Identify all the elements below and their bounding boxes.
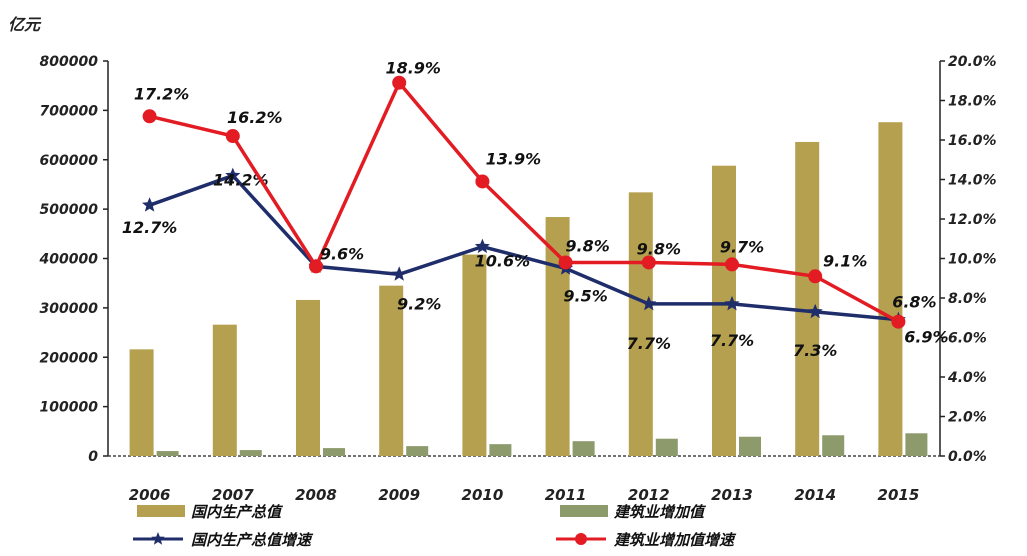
x-tick-label: 2015	[878, 486, 920, 504]
point-construction-growth	[142, 109, 157, 124]
point-construction-growth	[225, 129, 240, 144]
line-construction-growth	[149, 79, 900, 324]
data-label: 9.6%	[320, 244, 364, 263]
bar-gdp	[462, 254, 487, 456]
right-tick-label: 6.0%	[948, 331, 987, 347]
bar-gdp	[712, 165, 736, 457]
legend-swatch	[137, 505, 185, 517]
point-gdp-growth	[641, 295, 657, 311]
x-tick-label: 2008	[295, 486, 337, 504]
x-tick-label: 2012	[628, 486, 670, 504]
point-construction-growth	[309, 259, 323, 274]
data-label: 9.2%	[397, 294, 441, 313]
y-unit-label: 亿元	[8, 15, 42, 34]
point-gdp-growth	[474, 238, 490, 254]
right-tick-label: 0.0%	[948, 449, 987, 465]
left-tick-label: 0	[88, 449, 98, 465]
data-label: 9.8%	[637, 239, 681, 258]
right-tick-label: 2.0%	[948, 410, 987, 426]
bar-construction	[323, 448, 345, 456]
left-tick-label: 300000	[40, 301, 99, 317]
legend-label: 国内生产总值	[191, 503, 284, 521]
x-tick-label: 2014	[794, 486, 836, 504]
data-label: 9.7%	[720, 237, 764, 256]
data-label: 9.5%	[563, 286, 607, 305]
bar-construction	[156, 451, 179, 456]
x-tick-label: 2010	[462, 486, 504, 504]
bar-construction	[905, 433, 928, 456]
data-label: 7.7%	[710, 331, 754, 350]
point-gdp-growth	[142, 197, 158, 212]
x-tick-label: 2011	[545, 486, 587, 504]
bar-construction	[572, 441, 595, 456]
legend-label: 国内生产总值增速	[191, 531, 314, 549]
bar-gdp	[129, 349, 154, 456]
bar-construction	[406, 446, 429, 456]
point-construction-growth	[725, 257, 739, 272]
left-tick-label: 800000	[40, 54, 99, 70]
left-tick-label: 500000	[40, 202, 99, 218]
bar-construction	[822, 435, 845, 456]
data-label: 13.9%	[486, 149, 542, 168]
bar-construction	[739, 436, 761, 456]
right-tick-label: 20.0%	[948, 54, 997, 70]
point-gdp-growth	[807, 303, 823, 319]
point-gdp-growth	[391, 266, 407, 281]
right-tick-label: 12.0%	[948, 212, 997, 228]
left-tick-label: 200000	[40, 350, 99, 366]
data-label: 18.9%	[385, 59, 441, 78]
point-construction-growth	[392, 75, 407, 90]
right-tick-label: 10.0%	[948, 252, 997, 268]
x-tick-label: 2006	[129, 486, 171, 504]
point-construction-growth	[475, 174, 490, 189]
point-gdp-growth	[724, 295, 740, 311]
data-label: 12.7%	[122, 218, 178, 237]
right-tick-label: 4.0%	[947, 370, 987, 386]
data-label: 9.8%	[565, 236, 609, 255]
left-tick-label: 700000	[40, 103, 99, 119]
bar-gdp	[296, 299, 320, 456]
bar-construction	[489, 444, 512, 456]
bar-gdp	[795, 141, 820, 456]
legend-swatch	[560, 505, 608, 517]
bar-construction	[655, 438, 678, 456]
data-label: 9.1%	[823, 251, 867, 270]
data-label: 7.3%	[793, 341, 837, 360]
x-tick-label: 2009	[378, 486, 420, 504]
point-construction-growth	[891, 314, 906, 329]
legend-marker	[575, 533, 587, 545]
legend-marker	[151, 532, 165, 545]
point-gdp-growth	[225, 167, 241, 182]
bar-gdp	[628, 192, 653, 456]
data-label: 6.8%	[892, 293, 936, 312]
right-tick-label: 14.0%	[948, 173, 997, 189]
line-gdp-growth	[149, 173, 899, 322]
left-tick-label: 600000	[40, 153, 99, 169]
data-label: 10.6%	[475, 252, 531, 271]
data-label: 7.7%	[627, 334, 671, 353]
data-label: 6.9%	[904, 328, 948, 347]
x-tick-label: 2007	[212, 486, 254, 504]
bar-construction	[239, 450, 262, 456]
right-tick-label: 18.0%	[948, 94, 997, 110]
bar-gdp	[379, 285, 404, 456]
left-tick-label: 400000	[39, 252, 99, 268]
point-construction-growth	[558, 255, 573, 270]
point-construction-growth	[641, 255, 656, 270]
data-label: 14.2%	[213, 171, 269, 190]
right-tick-label: 16.0%	[948, 133, 997, 149]
bar-gdp	[878, 122, 903, 456]
legend-label: 建筑业增加值增速	[613, 531, 737, 549]
right-tick-label: 8.0%	[948, 291, 987, 307]
data-label: 16.2%	[227, 108, 283, 127]
data-label: 17.2%	[134, 84, 190, 103]
bar-gdp	[212, 324, 237, 456]
left-tick-label: 100000	[40, 400, 99, 416]
x-tick-label: 2013	[711, 486, 753, 504]
legend-label: 建筑业增加值	[613, 503, 707, 521]
point-construction-growth	[808, 269, 823, 284]
